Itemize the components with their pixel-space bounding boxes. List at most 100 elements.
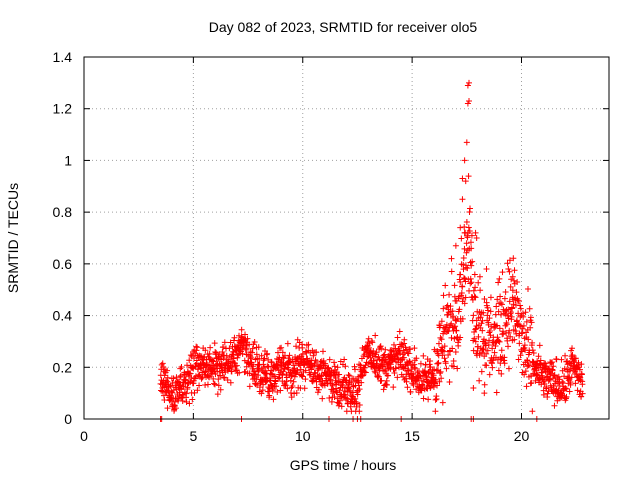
data-point	[336, 387, 343, 394]
data-point	[329, 382, 336, 389]
data-point	[550, 363, 557, 370]
data-point	[516, 322, 523, 329]
data-point	[463, 264, 470, 271]
data-point	[232, 366, 239, 373]
data-point	[431, 366, 438, 373]
data-point	[406, 359, 413, 366]
data-point	[536, 342, 543, 349]
data-point	[507, 333, 514, 340]
data-point	[468, 279, 475, 286]
data-point	[459, 315, 466, 322]
data-point	[249, 345, 256, 352]
data-point	[270, 396, 277, 403]
data-point	[465, 173, 472, 180]
data-point	[282, 382, 289, 389]
data-point	[449, 308, 456, 315]
data-point	[549, 359, 556, 366]
data-point	[502, 289, 509, 296]
data-point	[341, 391, 348, 398]
data-point	[288, 372, 295, 379]
y-tick-label: 1.2	[53, 101, 73, 117]
data-point	[498, 370, 505, 377]
data-point	[195, 366, 202, 373]
data-point	[396, 328, 403, 335]
data-point	[499, 331, 506, 338]
data-point	[378, 345, 385, 352]
data-point	[264, 350, 271, 357]
data-point	[481, 390, 488, 397]
data-point	[221, 339, 228, 346]
data-point	[524, 286, 531, 293]
data-points	[157, 79, 586, 422]
data-point	[211, 381, 218, 388]
data-point	[424, 385, 431, 392]
data-point	[345, 372, 352, 379]
data-point	[519, 325, 526, 332]
data-point	[507, 309, 514, 316]
data-point	[460, 295, 467, 302]
data-point	[483, 350, 490, 357]
data-point	[226, 345, 233, 352]
data-point	[407, 346, 414, 353]
data-point	[242, 331, 249, 338]
data-point	[404, 349, 411, 356]
data-point	[513, 289, 520, 296]
data-point	[275, 375, 282, 382]
data-point	[458, 235, 465, 242]
data-point	[509, 305, 516, 312]
data-point	[170, 375, 177, 382]
data-point	[175, 396, 182, 403]
data-point	[370, 347, 377, 354]
data-point	[174, 378, 181, 385]
data-point	[217, 386, 224, 393]
data-point	[268, 359, 275, 366]
data-point	[206, 374, 213, 381]
data-point	[511, 277, 518, 284]
data-point	[494, 356, 501, 363]
data-point	[204, 381, 211, 388]
data-point	[281, 365, 288, 372]
data-point	[273, 383, 280, 390]
data-point	[290, 362, 297, 369]
data-point	[462, 178, 469, 185]
data-point	[382, 346, 389, 353]
data-point	[510, 255, 517, 262]
x-tick-label: 10	[295, 428, 311, 444]
data-point	[383, 381, 390, 388]
data-point	[526, 305, 533, 312]
data-point	[470, 287, 477, 294]
data-point	[373, 349, 380, 356]
data-point	[251, 338, 258, 345]
data-point	[356, 408, 363, 415]
data-point	[486, 315, 493, 322]
data-point	[164, 367, 171, 374]
y-tick-label: 0	[64, 411, 72, 427]
data-point	[277, 387, 284, 394]
y-tick-label: 0.2	[53, 359, 73, 375]
data-point	[255, 344, 262, 351]
data-point	[424, 379, 431, 386]
data-point	[437, 322, 444, 329]
data-point	[559, 378, 566, 385]
data-point	[378, 377, 385, 384]
data-point	[483, 362, 490, 369]
data-point	[217, 372, 224, 379]
data-point	[478, 320, 485, 327]
data-point	[511, 267, 518, 274]
data-point	[468, 245, 475, 252]
data-point	[293, 389, 300, 396]
data-point	[387, 361, 394, 368]
data-point	[284, 385, 291, 392]
data-point	[313, 349, 320, 356]
data-point	[344, 395, 351, 402]
data-point	[302, 367, 309, 374]
data-point	[464, 265, 471, 272]
data-point	[493, 389, 500, 396]
data-point	[487, 294, 494, 301]
data-point	[489, 345, 496, 352]
data-point	[441, 343, 448, 350]
data-point	[440, 292, 447, 299]
data-point	[291, 373, 298, 380]
data-point	[566, 388, 573, 395]
